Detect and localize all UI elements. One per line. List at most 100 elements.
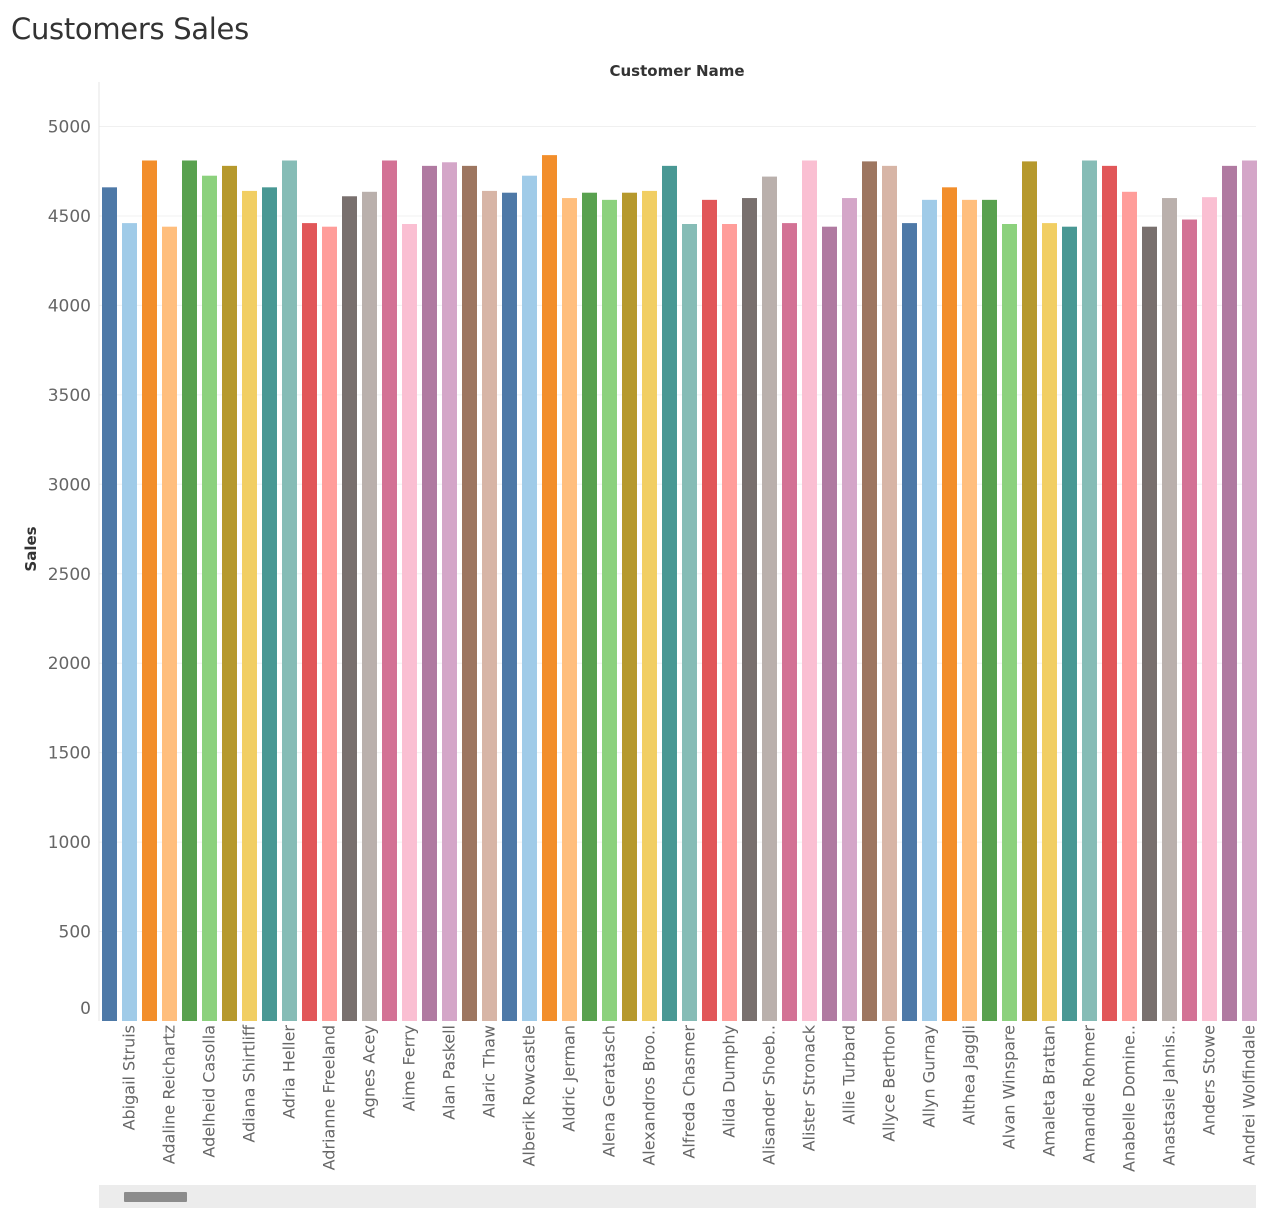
bar[interactable] xyxy=(382,160,397,1022)
x-category-label: Alister Stronack xyxy=(800,1024,819,1151)
bar[interactable] xyxy=(262,187,277,1022)
bar[interactable] xyxy=(162,226,177,1021)
bar[interactable] xyxy=(482,190,497,1022)
y-tick-label: 2000 xyxy=(48,654,91,674)
bar[interactable] xyxy=(902,223,917,1021)
bar[interactable] xyxy=(202,175,217,1021)
x-category-label: Allyn Gurnay xyxy=(920,1025,939,1128)
x-category-label: Amandie Rohmer xyxy=(1080,1025,1099,1164)
x-category-label: Adrianne Freeland xyxy=(320,1025,339,1170)
bar[interactable] xyxy=(662,165,677,1021)
bar-chart: Customer Name Sales 0 500 1000 1500 2000 2500… xyxy=(22,62,1259,1172)
x-category-label: Allie Turbard xyxy=(840,1025,859,1125)
bar[interactable] xyxy=(1162,198,1177,1021)
bar[interactable] xyxy=(542,155,557,1021)
x-category-label: Alena Geratasch xyxy=(600,1025,619,1157)
y-axis-title: Sales xyxy=(22,526,40,571)
x-category-label: Aldric Jerman xyxy=(560,1025,579,1132)
bar[interactable] xyxy=(122,223,137,1021)
x-category-label: Amaleta Brattan xyxy=(1040,1025,1059,1157)
bar[interactable] xyxy=(942,187,957,1022)
x-category-label: Allyce Berthon xyxy=(880,1025,899,1142)
column-header: Customer Name xyxy=(610,62,745,80)
bar[interactable] xyxy=(362,191,377,1022)
y-tick-label: 2500 xyxy=(48,565,91,585)
bar[interactable] xyxy=(282,160,297,1022)
bar[interactable] xyxy=(882,165,897,1021)
bars xyxy=(102,155,1257,1022)
bar[interactable] xyxy=(342,196,357,1021)
bar[interactable] xyxy=(522,175,537,1021)
horizontal-scrollbar[interactable] xyxy=(99,1185,1256,1208)
x-category-label: Alaric Thaw xyxy=(480,1025,499,1118)
bar[interactable] xyxy=(302,223,317,1021)
bar[interactable] xyxy=(1142,226,1157,1021)
x-category-label: Adaline Reichartz xyxy=(160,1025,179,1164)
scrollbar-thumb[interactable] xyxy=(124,1192,187,1202)
bar[interactable] xyxy=(102,187,117,1022)
x-category-label: Anabelle Domine.. xyxy=(1120,1025,1139,1172)
bar[interactable] xyxy=(1022,161,1037,1021)
x-category-label: Aime Ferry xyxy=(400,1025,419,1111)
bar[interactable] xyxy=(142,160,157,1022)
y-tick-label: 3000 xyxy=(48,475,91,495)
bar[interactable] xyxy=(402,224,417,1022)
x-category-label: Alberik Rowcastle xyxy=(520,1025,539,1167)
bar[interactable] xyxy=(502,192,517,1021)
bar[interactable] xyxy=(582,192,597,1021)
bar[interactable] xyxy=(1042,223,1057,1021)
bar[interactable] xyxy=(222,165,237,1021)
bar[interactable] xyxy=(1102,165,1117,1021)
bar[interactable] xyxy=(922,199,937,1021)
bar[interactable] xyxy=(422,165,437,1021)
bar[interactable] xyxy=(1002,224,1017,1022)
x-category-label: Alexandros Broo.. xyxy=(640,1025,659,1166)
x-category-label: Anders Stowe xyxy=(1200,1025,1219,1135)
bar[interactable] xyxy=(1082,160,1097,1022)
bar[interactable] xyxy=(642,190,657,1022)
bar[interactable] xyxy=(442,162,457,1021)
bar[interactable] xyxy=(722,224,737,1022)
x-category-label: Adiana Shirtliff xyxy=(240,1024,259,1143)
bar[interactable] xyxy=(1202,197,1217,1021)
bar[interactable] xyxy=(982,199,997,1021)
y-tick-label: 5000 xyxy=(48,118,91,138)
bar[interactable] xyxy=(702,199,717,1021)
y-tick-label: 500 xyxy=(59,923,91,943)
bar[interactable] xyxy=(962,199,977,1021)
x-category-label: Andrei Wolfindale xyxy=(1240,1025,1259,1165)
bar[interactable] xyxy=(462,165,477,1021)
x-category-label: Anastasie Jahnis.. xyxy=(1160,1025,1179,1166)
y-tick-label: 0 xyxy=(80,999,91,1019)
bar[interactable] xyxy=(862,161,877,1021)
x-category-label: Alvan Winspare xyxy=(1000,1025,1019,1149)
bar[interactable] xyxy=(242,190,257,1022)
x-category-label: Agnes Acey xyxy=(360,1025,379,1118)
bar[interactable] xyxy=(802,160,817,1022)
chart-title: Customers Sales xyxy=(11,12,249,46)
bar[interactable] xyxy=(622,192,637,1021)
bar[interactable] xyxy=(1122,191,1137,1022)
x-category-label: Abigail Struis xyxy=(120,1025,139,1130)
bar[interactable] xyxy=(762,176,777,1022)
x-category-label: Alfreda Chasmer xyxy=(680,1025,699,1159)
bar[interactable] xyxy=(1242,160,1257,1022)
x-category-label: Alan Paskell xyxy=(440,1025,459,1120)
bar[interactable] xyxy=(782,223,797,1021)
bar[interactable] xyxy=(1222,165,1237,1021)
bar[interactable] xyxy=(602,199,617,1021)
bar[interactable] xyxy=(1062,226,1077,1021)
bar[interactable] xyxy=(682,224,697,1022)
bar[interactable] xyxy=(822,226,837,1021)
bar[interactable] xyxy=(742,198,757,1021)
x-category-label: Adelheid Casolla xyxy=(200,1025,219,1158)
y-tick-label: 4500 xyxy=(48,207,91,227)
bar[interactable] xyxy=(842,198,857,1021)
x-category-label: Adria Heller xyxy=(280,1025,299,1119)
y-axis-ticks: 0 500 1000 1500 2000 2500 3000 3500 4000 4500 5000 xyxy=(48,118,91,1020)
bar[interactable] xyxy=(182,160,197,1022)
bar[interactable] xyxy=(322,226,337,1021)
bar[interactable] xyxy=(562,198,577,1021)
x-category-label: Althea Jaggli xyxy=(960,1025,979,1125)
bar[interactable] xyxy=(1182,219,1197,1021)
